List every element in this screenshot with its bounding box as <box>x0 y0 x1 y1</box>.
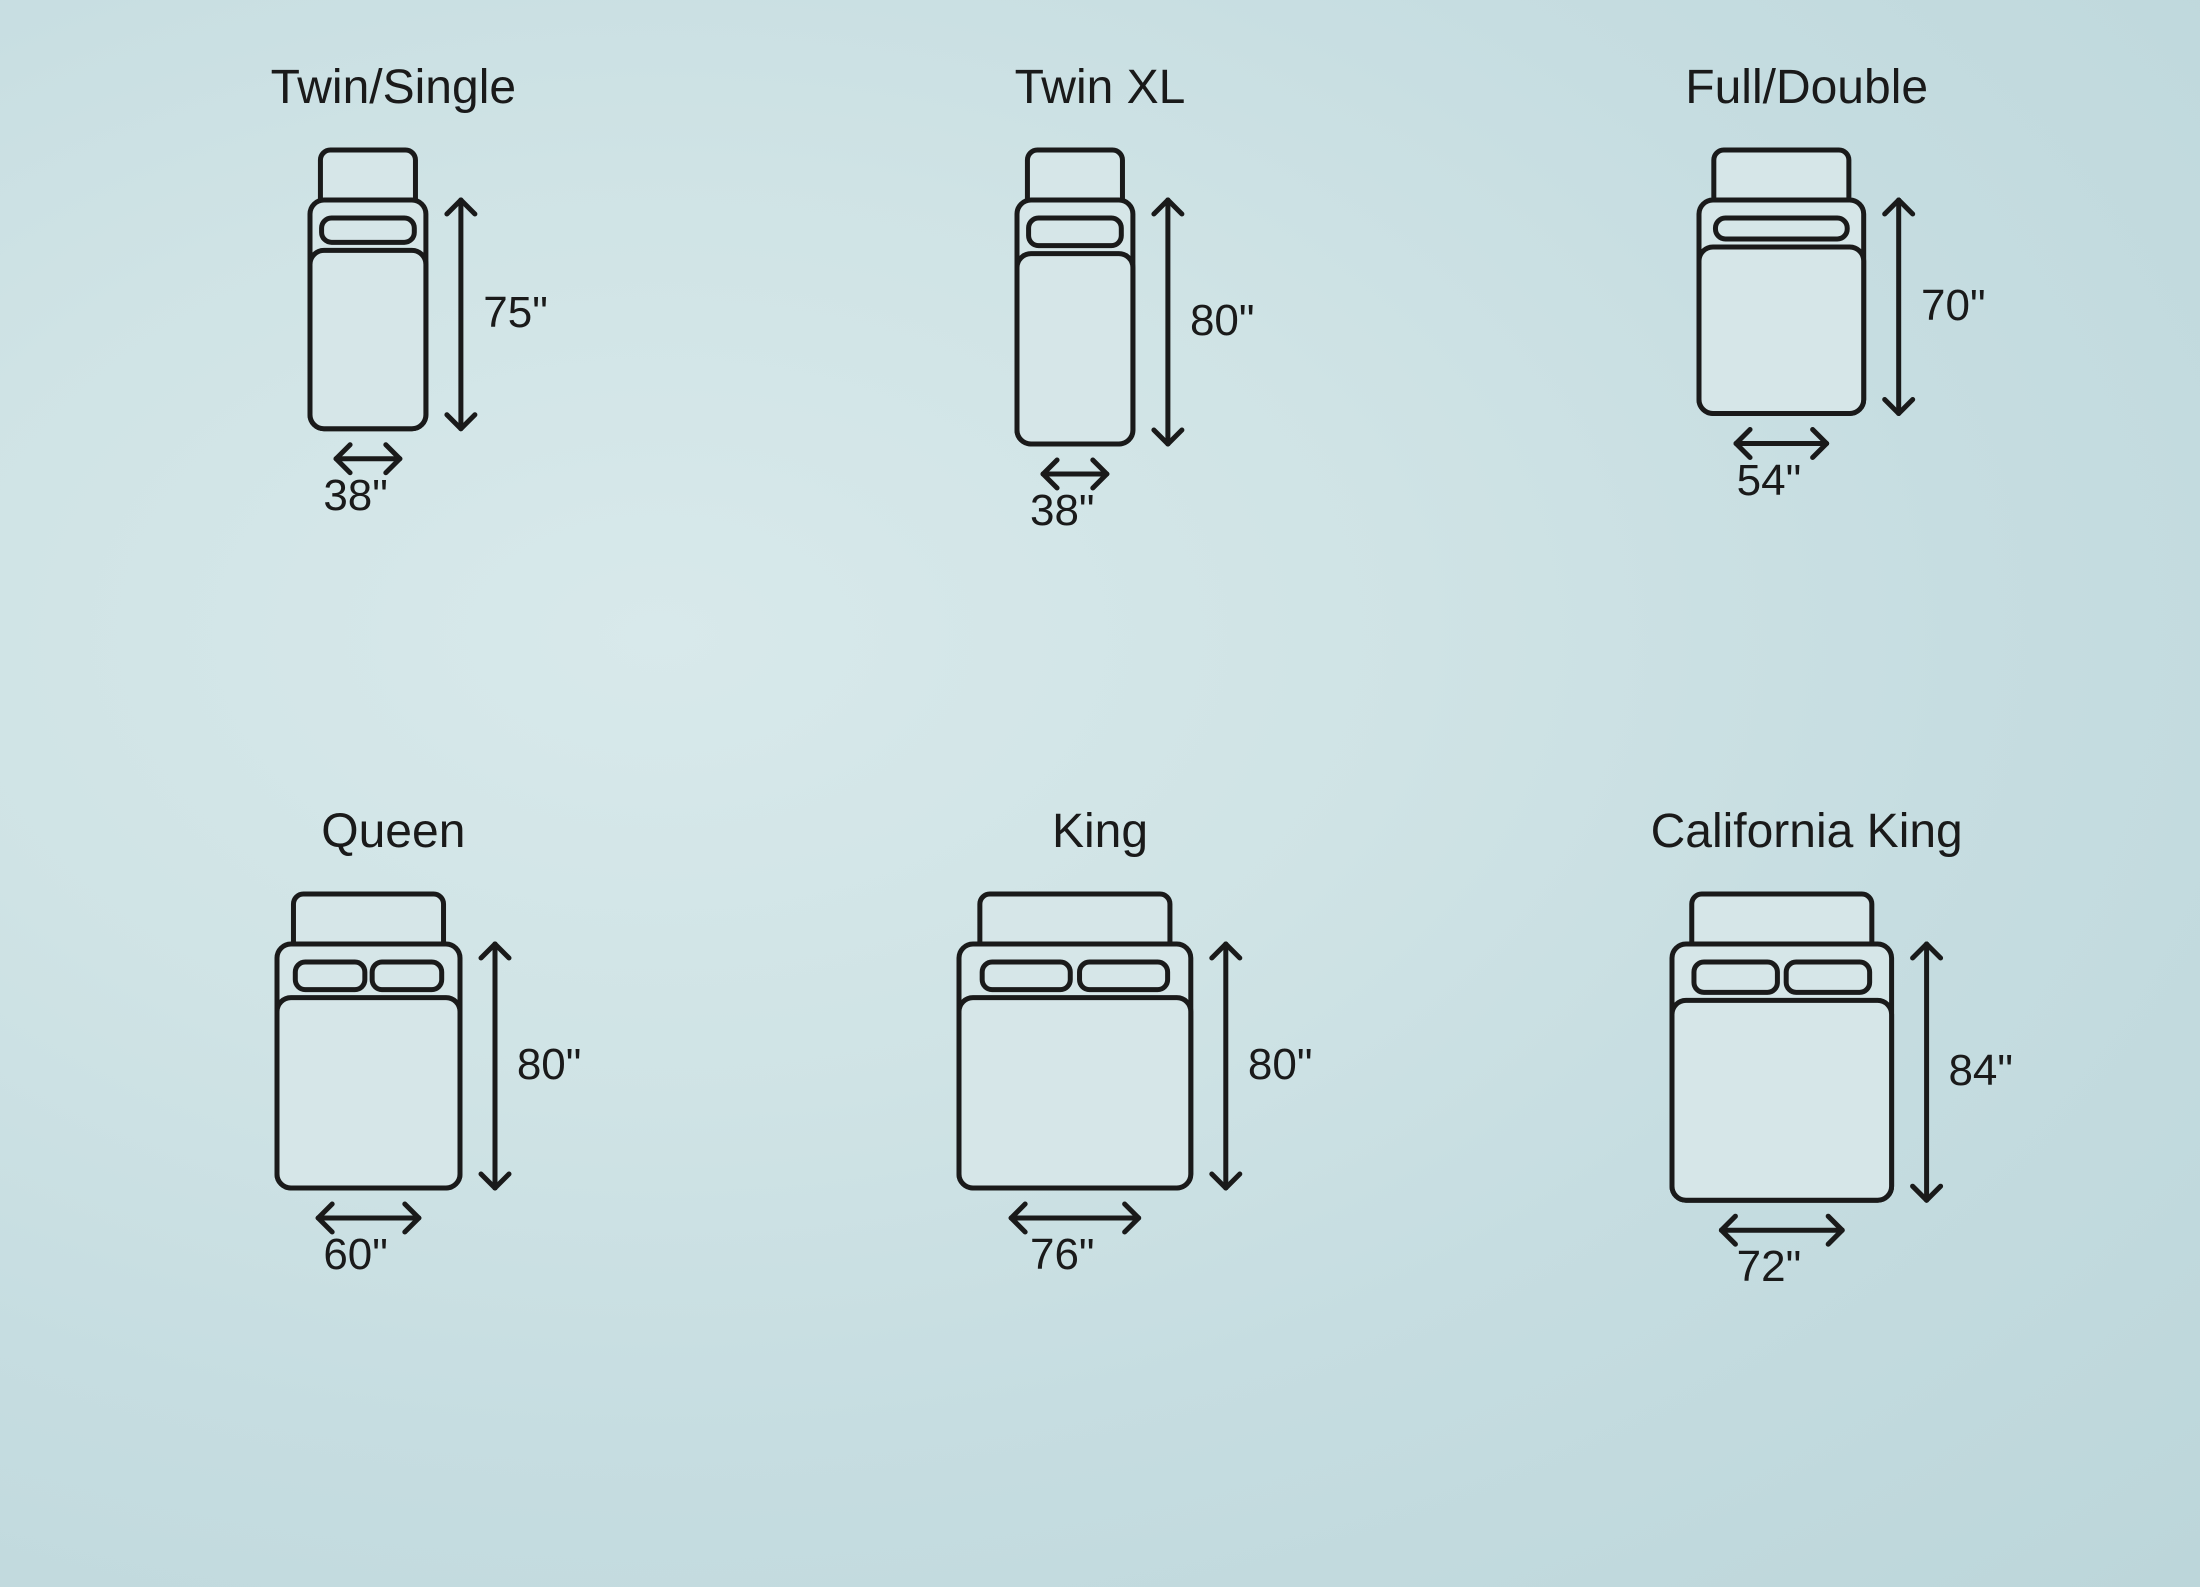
bed-title: King <box>1052 804 1148 859</box>
bed-title: Twin/Single <box>271 60 516 115</box>
bed-diagram <box>305 145 481 504</box>
bed-cell: Twin XL80"38" <box>747 60 1454 804</box>
bed-diagram <box>1012 145 1188 519</box>
bed-wrap: 80"38" <box>1012 145 1188 519</box>
bed-cell: Full/Double70"54" <box>1453 60 2160 804</box>
width-label: 76" <box>1030 1230 1095 1280</box>
bed-cell: King80"76" <box>747 804 1454 1548</box>
bed-wrap: 80"60" <box>272 889 515 1263</box>
bed-wrap: 75"38" <box>305 145 481 504</box>
width-label: 54" <box>1737 456 1802 506</box>
bed-diagram <box>1667 889 1947 1275</box>
length-label: 70" <box>1921 281 1986 331</box>
length-label: 80" <box>517 1040 582 1090</box>
bed-wrap: 80"76" <box>954 889 1246 1263</box>
bed-title: California King <box>1651 804 1963 859</box>
bed-diagram <box>272 889 515 1263</box>
length-label: 80" <box>1248 1040 1313 1090</box>
bed-cell: California King84"72" <box>1453 804 2160 1548</box>
width-label: 60" <box>323 1230 388 1280</box>
bed-cell: Queen80"60" <box>40 804 747 1548</box>
bed-diagram <box>954 889 1246 1263</box>
bed-cell: Twin/Single75"38" <box>40 60 747 804</box>
width-label: 38" <box>1030 486 1095 536</box>
length-label: 80" <box>1190 296 1255 346</box>
bed-title: Full/Double <box>1685 60 1928 115</box>
bed-title: Twin XL <box>1015 60 1186 115</box>
bed-size-grid: Twin/Single75"38"Twin XL80"38"Full/Doubl… <box>0 0 2200 1587</box>
width-label: 72" <box>1737 1242 1802 1292</box>
bed-title: Queen <box>321 804 465 859</box>
width-label: 38" <box>323 471 388 521</box>
bed-diagram <box>1694 145 1919 489</box>
bed-wrap: 84"72" <box>1667 889 1947 1275</box>
length-label: 84" <box>1948 1046 2013 1096</box>
length-label: 75" <box>483 288 548 338</box>
bed-wrap: 70"54" <box>1694 145 1919 489</box>
